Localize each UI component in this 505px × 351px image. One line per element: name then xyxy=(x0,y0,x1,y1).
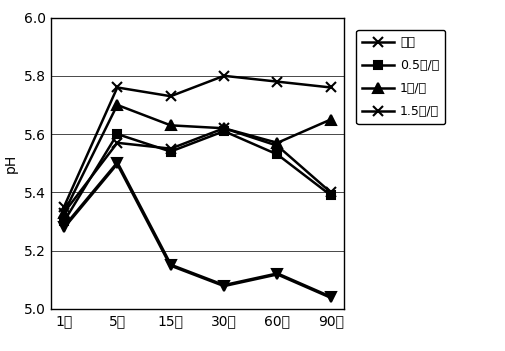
1.5吨/亩 xyxy=(167,94,173,98)
1吨/亩 xyxy=(114,103,120,107)
1吨/亩 xyxy=(221,126,227,130)
1吨/亩 xyxy=(61,211,67,215)
Line: 1吨/亩: 1吨/亩 xyxy=(59,100,335,218)
空白 xyxy=(167,147,173,151)
Y-axis label: pH: pH xyxy=(4,154,18,173)
空白 xyxy=(221,126,227,130)
1.5吨/亩 xyxy=(274,80,280,84)
Line: 0.5吨/亩: 0.5吨/亩 xyxy=(60,127,334,226)
1.5吨/亩 xyxy=(221,74,227,78)
0.5吨/亩 xyxy=(327,193,333,197)
0.5吨/亩 xyxy=(221,129,227,133)
Legend: 空白, 0.5吨/亩, 1吨/亩, 1.5吨/亩: 空白, 0.5吨/亩, 1吨/亩, 1.5吨/亩 xyxy=(356,29,444,124)
Line: 空白: 空白 xyxy=(59,124,335,218)
0.5吨/亩 xyxy=(61,219,67,224)
空白 xyxy=(327,190,333,194)
1.5吨/亩 xyxy=(114,85,120,90)
空白 xyxy=(61,211,67,215)
0.5吨/亩 xyxy=(167,150,173,154)
1.5吨/亩 xyxy=(61,205,67,209)
1吨/亩 xyxy=(327,117,333,121)
0.5吨/亩 xyxy=(274,152,280,157)
1吨/亩 xyxy=(274,141,280,145)
0.5吨/亩 xyxy=(114,132,120,136)
空白 xyxy=(274,144,280,148)
1.5吨/亩 xyxy=(327,85,333,90)
1吨/亩 xyxy=(167,123,173,127)
空白 xyxy=(114,141,120,145)
Line: 1.5吨/亩: 1.5吨/亩 xyxy=(59,71,335,212)
